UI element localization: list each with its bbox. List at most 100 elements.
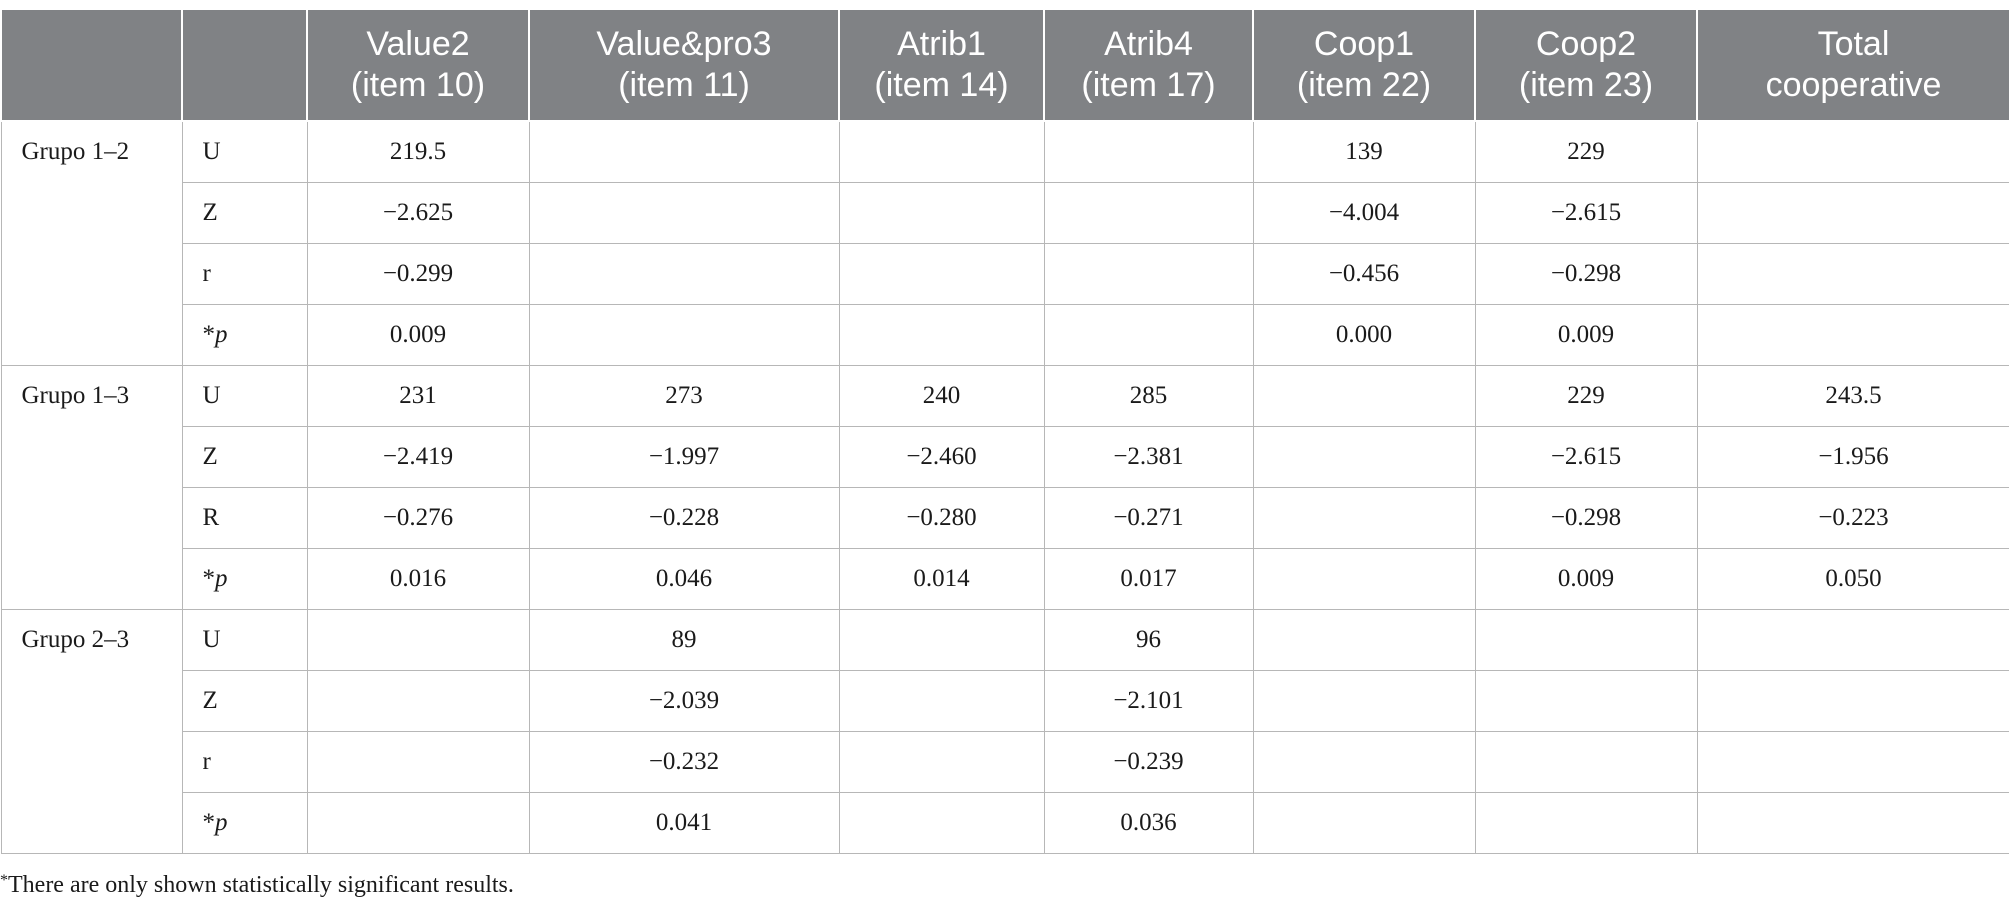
stat-label: r	[181, 243, 308, 305]
header-cell-atrib1: Atrib1 (item 14)	[838, 8, 1045, 122]
table-cell	[1252, 609, 1476, 671]
stat-label: U	[181, 365, 308, 427]
table-cell	[838, 792, 1045, 854]
table-cell: −2.625	[306, 182, 530, 244]
stat-marker: *	[202, 321, 216, 348]
stat-symbol: p	[215, 565, 228, 592]
table-cell	[1696, 120, 2009, 183]
table-cell	[1252, 670, 1476, 732]
table-cell: 0.016	[306, 548, 530, 610]
stat-label: Z	[181, 426, 308, 488]
stat-label: Z	[181, 182, 308, 244]
table-cell	[1696, 182, 2009, 244]
header-row: Value2 (item 10) Value&pro3 (item 11) Atri…	[0, 8, 2009, 122]
table-cell: 0.009	[1474, 548, 1698, 610]
stat-label: Z	[181, 670, 308, 732]
table-cell: −2.615	[1474, 182, 1698, 244]
table-cell: 243.5	[1696, 365, 2009, 427]
table-cell	[1043, 182, 1254, 244]
stat-label: r	[181, 731, 308, 793]
table-cell: −2.381	[1043, 426, 1254, 488]
header-label: Coop2	[1535, 25, 1637, 63]
table-cell: 0.000	[1252, 304, 1476, 366]
table-cell: −0.456	[1252, 243, 1476, 305]
table-cell: −2.039	[528, 670, 840, 732]
table-header: Value2 (item 10) Value&pro3 (item 11) Atri…	[0, 8, 2009, 122]
table-cell: 96	[1043, 609, 1254, 671]
table-cell	[1252, 426, 1476, 488]
header-label: Value2	[366, 25, 470, 63]
table-cell	[528, 243, 840, 305]
table-cell	[1043, 120, 1254, 183]
stat-label: U	[181, 120, 308, 183]
table-cell	[1474, 609, 1698, 671]
table-cell: −2.419	[306, 426, 530, 488]
results-table: Value2 (item 10) Value&pro3 (item 11) Atri…	[0, 8, 2009, 854]
header-cell-stat	[181, 8, 308, 122]
table-cell: 273	[528, 365, 840, 427]
table-cell	[838, 670, 1045, 732]
table-cell	[1043, 243, 1254, 305]
table-cell: −0.271	[1043, 487, 1254, 549]
table-cell: −0.232	[528, 731, 840, 793]
table-cell: 229	[1474, 365, 1698, 427]
stat-label: *p	[181, 792, 308, 854]
table-cell	[838, 731, 1045, 793]
stat-label: *p	[181, 548, 308, 610]
stat-marker: *	[202, 809, 216, 836]
table-footnote: *There are only shown statistically sign…	[0, 872, 514, 899]
table-cell: 0.036	[1043, 792, 1254, 854]
table-cell	[528, 304, 840, 366]
table-cell	[838, 609, 1045, 671]
table-cell: −0.280	[838, 487, 1045, 549]
table-cell: −0.299	[306, 243, 530, 305]
header-sublabel: cooperative	[1765, 66, 1942, 104]
stat-symbol: p	[215, 809, 228, 836]
table-cell	[1252, 548, 1476, 610]
table-row: Grupo 1–3 U 231 273 240 285 229 243.5	[0, 365, 2009, 610]
stat-symbol: p	[215, 321, 228, 348]
header-sublabel: (item 23)	[1518, 66, 1654, 104]
table-cell: −2.101	[1043, 670, 1254, 732]
table-cell	[838, 304, 1045, 366]
table-cell	[1696, 304, 2009, 366]
table-row: Z −2.039 −2.101	[1, 670, 2009, 732]
table-cell	[306, 792, 530, 854]
table-cell: 0.046	[528, 548, 840, 610]
table-cell: 0.050	[1696, 548, 2009, 610]
table-cell: −4.004	[1252, 182, 1476, 244]
table-cell	[528, 182, 840, 244]
header-sublabel: (item 14)	[874, 66, 1009, 104]
table-cell	[306, 609, 530, 671]
table-cell	[1474, 731, 1698, 793]
table-cell: 219.5	[306, 120, 530, 183]
header-sublabel: (item 17)	[1081, 66, 1216, 104]
table-row: R −0.276 −0.228 −0.280 −0.271 −0.298 −0.223	[1, 487, 2009, 549]
table-cell: −1.956	[1696, 426, 2009, 488]
footnote-text: There are only shown statistically signi…	[8, 872, 514, 898]
table-cell	[1252, 731, 1476, 793]
header-cell-coop2: Coop2 (item 23)	[1474, 8, 1698, 122]
stat-label: *p	[181, 304, 308, 366]
table-cell	[1474, 792, 1698, 854]
header-sublabel: (item 10)	[350, 66, 486, 104]
table-cell: 0.017	[1043, 548, 1254, 610]
table-cell: 0.009	[1474, 304, 1698, 366]
table-cell: −0.298	[1474, 243, 1698, 305]
table-row: r −0.299 −0.456 −0.298	[1, 243, 2009, 305]
table-cell	[1252, 365, 1476, 427]
table-row: r −0.232 −0.239	[1, 731, 2009, 793]
table-cell: 89	[528, 609, 840, 671]
stat-label: R	[181, 487, 308, 549]
header-label: Atrib1	[897, 25, 986, 63]
table-cell: 285	[1043, 365, 1254, 427]
header-cell-total: Total cooperative	[1696, 8, 2009, 122]
table-cell: 139	[1252, 120, 1476, 183]
header-cell-group	[0, 8, 183, 122]
table-cell: −2.615	[1474, 426, 1698, 488]
stat-label: U	[181, 609, 308, 671]
table-cell: 229	[1474, 120, 1698, 183]
table-row: *p 0.016 0.046 0.014 0.017 0.009 0.050	[1, 548, 2009, 610]
table-cell: −0.276	[306, 487, 530, 549]
header-label: Value&pro3	[596, 25, 772, 63]
